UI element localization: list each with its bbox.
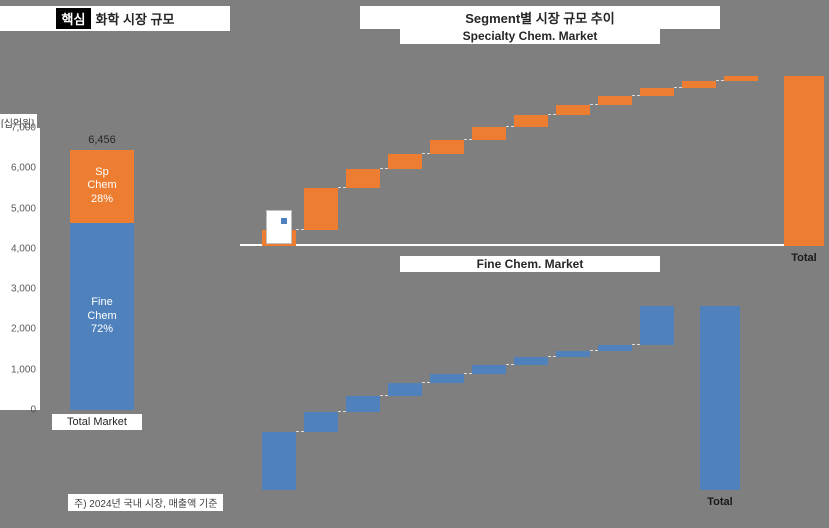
sp-baseline: [240, 244, 816, 246]
wf-connector: [590, 350, 598, 351]
seg-label: Chem: [87, 179, 116, 193]
wf-connector: [506, 126, 514, 127]
wf-connector: [464, 373, 472, 374]
wf-connector: [296, 431, 304, 432]
bar-segment-sp: SpChem28%: [70, 150, 134, 223]
y-tick: 2,000: [11, 324, 36, 335]
seg-pct: 28%: [91, 193, 113, 207]
bar-total-label: 6,456: [70, 134, 134, 146]
seg-label: Sp: [95, 166, 108, 180]
y-tick: 0: [30, 405, 36, 416]
y-tick: 5,000: [11, 203, 36, 214]
fine-subtitle: Fine Chem. Market: [400, 256, 660, 272]
stacked-bar: FineChem72%SpChem28%: [70, 150, 134, 410]
wf-bar: [472, 365, 506, 374]
sp-waterfall: Total: [240, 48, 816, 246]
y-tick: 1,000: [11, 364, 36, 375]
wf-bar: [304, 412, 338, 432]
wf-connector: [632, 95, 640, 96]
wf-bar: [430, 374, 464, 383]
wf-connector: [380, 395, 388, 396]
y-tick: 6,000: [11, 163, 36, 174]
wf-bar: [388, 383, 422, 396]
wf-bar: [472, 127, 506, 140]
wf-bar: [598, 345, 632, 351]
wf-connector: [422, 153, 430, 154]
wf-bar: [430, 140, 464, 153]
y-axis: 01,0002,0003,0004,0005,0006,0007,000: [0, 128, 40, 410]
wf-bar: [640, 88, 674, 96]
wf-bar: [556, 351, 590, 358]
footnote: 주) 2024년 국내 시장, 매출액 기준: [68, 494, 223, 511]
wf-connector: [506, 364, 514, 365]
wf-bar: [514, 357, 548, 365]
seg-label: Chem: [87, 310, 116, 324]
wf-bar: [640, 306, 674, 345]
wf-connector: [380, 168, 388, 169]
left-chart-title: 핵심화학 시장 규모: [0, 6, 230, 31]
y-tick: 3,000: [11, 284, 36, 295]
seg-pct: 72%: [91, 323, 113, 337]
wf-total-bar: [700, 306, 740, 490]
wf-connector: [464, 139, 472, 140]
wf-total-label: Total: [782, 252, 826, 264]
seg-label: Fine: [91, 296, 112, 310]
wf-total-label: Total: [698, 496, 742, 508]
wf-first-dot: [281, 218, 287, 224]
wf-bar: [346, 396, 380, 412]
fine-waterfall: Total: [240, 278, 816, 490]
wf-bar: [262, 432, 296, 490]
left-x-label: Total Market: [52, 414, 142, 430]
wf-connector: [338, 411, 346, 412]
wf-connector: [716, 80, 724, 81]
title-rest: 화학 시장 규모: [95, 12, 174, 27]
wf-connector: [674, 87, 682, 88]
wf-connector: [632, 344, 640, 345]
wf-connector: [296, 229, 304, 230]
wf-bar: [556, 105, 590, 116]
wf-bar: [598, 96, 632, 105]
wf-bar: [724, 76, 758, 81]
title-accent: 핵심: [56, 8, 92, 29]
wf-bar: [682, 81, 716, 88]
wf-total-bar: [784, 76, 824, 246]
wf-connector: [548, 114, 556, 115]
wf-first-marker: [266, 210, 292, 244]
right-chart-title: Segment별 시장 규모 추이: [360, 6, 720, 29]
bar-segment-fine: FineChem72%: [70, 223, 134, 410]
wf-connector: [422, 382, 430, 383]
wf-bar: [514, 115, 548, 127]
wf-connector: [548, 356, 556, 357]
wf-bar: [346, 169, 380, 187]
wf-connector: [338, 187, 346, 188]
wf-bar: [304, 188, 338, 230]
left-stacked-bar-plot: 6,456 FineChem72%SpChem28%: [40, 128, 158, 410]
y-tick: 7,000: [11, 123, 36, 134]
wf-bar: [388, 154, 422, 170]
wf-connector: [590, 104, 598, 105]
y-tick: 4,000: [11, 243, 36, 254]
sp-subtitle: Specialty Chem. Market: [400, 28, 660, 44]
